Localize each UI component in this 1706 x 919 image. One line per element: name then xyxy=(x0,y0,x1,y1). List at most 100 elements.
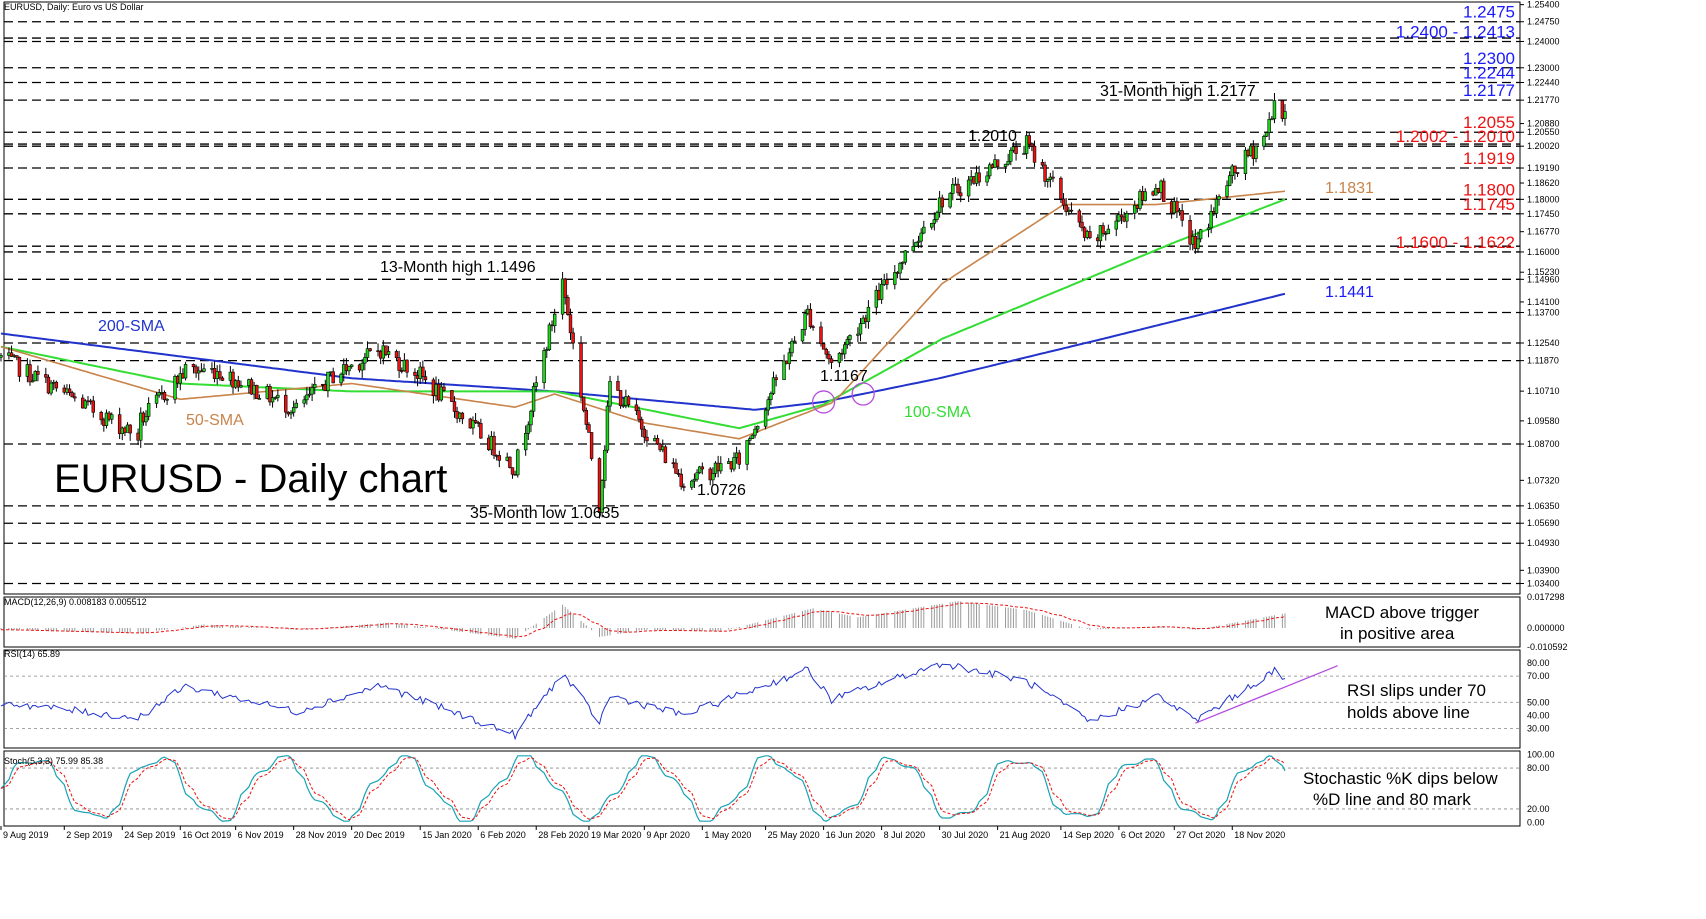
y-tick-label: 1.20880 xyxy=(1527,119,1560,129)
candle-body xyxy=(331,371,335,384)
candle-body xyxy=(139,412,143,441)
candle-body xyxy=(547,324,552,350)
candle-body xyxy=(750,434,755,439)
macd-title: MACD(12,26,9) 0.008183 0.005512 xyxy=(4,597,147,607)
candle-body xyxy=(128,424,132,434)
candle-body xyxy=(413,371,417,376)
y-tick-label: 1.11870 xyxy=(1527,356,1559,366)
candle-body xyxy=(1162,180,1166,202)
candle-body xyxy=(442,386,446,391)
candle-body xyxy=(534,382,538,387)
candle-body xyxy=(639,419,644,430)
candle-body xyxy=(1143,191,1147,201)
candle-body xyxy=(1027,135,1031,145)
candle-body xyxy=(1106,228,1111,235)
y-tick-label: 1.22440 xyxy=(1527,78,1560,88)
level-label: 1.2300 xyxy=(1463,49,1515,68)
y-tick-label: 1.09580 xyxy=(1527,416,1560,426)
candle-body xyxy=(932,219,937,224)
x-tick-label: 6 Oct 2020 xyxy=(1121,830,1165,840)
sma200-label: 200-SMA xyxy=(98,318,165,335)
candle-body xyxy=(255,384,259,400)
candle-body xyxy=(83,400,88,409)
candle-body xyxy=(1209,211,1213,229)
crossover-circle xyxy=(851,382,875,406)
candle-body xyxy=(117,414,122,434)
candle-body xyxy=(1270,118,1274,121)
candle-body xyxy=(270,397,275,403)
candle-body xyxy=(566,297,570,315)
x-tick-label: 24 Sep 2019 xyxy=(124,830,175,840)
candle-body xyxy=(1243,149,1248,174)
candle-body xyxy=(848,335,852,340)
candle-body xyxy=(587,424,591,433)
candle-body xyxy=(460,412,465,420)
annotation-low-11167: 1.1167 xyxy=(820,368,868,385)
candle-body xyxy=(1061,198,1066,206)
candle-body xyxy=(1188,219,1192,245)
candle-body xyxy=(531,386,536,412)
candle-body xyxy=(526,424,531,434)
candle-body xyxy=(397,357,401,371)
candle-body xyxy=(898,262,902,274)
y-tick-label: 1.25400 xyxy=(1527,0,1560,10)
y-tick-label: 1.03900 xyxy=(1527,565,1560,575)
candle-body xyxy=(1283,111,1287,119)
level-label: 1.2055 xyxy=(1463,113,1515,132)
y-tick-label: 1.07320 xyxy=(1527,475,1560,485)
candle-body xyxy=(866,306,871,322)
candle-body xyxy=(581,396,586,411)
pane-frame-macd xyxy=(3,596,1521,648)
candle-body xyxy=(1198,229,1203,240)
candle-body xyxy=(218,371,222,379)
y-tick-label: 1.20020 xyxy=(1527,141,1560,151)
candle-body xyxy=(959,192,963,197)
candle-body xyxy=(732,457,736,470)
stoch-tick-label: 100.00 xyxy=(1527,749,1555,759)
pane-frame-main xyxy=(3,1,1521,595)
candle-body xyxy=(655,438,660,445)
level-label: 1.2002 - 1.2010 xyxy=(1396,127,1515,146)
candle-body xyxy=(914,242,918,247)
candle-body xyxy=(930,223,934,228)
candle-body xyxy=(1040,162,1045,166)
candle-body xyxy=(36,371,40,375)
candle-body xyxy=(508,456,512,468)
candle-body xyxy=(811,326,815,328)
candle-body xyxy=(790,340,794,354)
candle-body xyxy=(695,472,699,480)
candle-body xyxy=(523,433,528,451)
candle-body xyxy=(995,159,1000,167)
candle-body xyxy=(679,473,683,487)
candle-body xyxy=(1217,196,1221,200)
candle-body xyxy=(940,197,944,208)
level-label: 1.1800 xyxy=(1463,180,1515,199)
candle-body xyxy=(54,381,59,389)
sma200-line xyxy=(0,292,1286,411)
candle-body xyxy=(922,226,926,234)
pane-frame-rsi xyxy=(3,649,1521,749)
candle-body xyxy=(792,340,797,343)
candle-body xyxy=(173,376,177,400)
stoch-note-line1: Stochastic %K dips below xyxy=(1303,769,1498,788)
candle-body xyxy=(421,366,425,377)
candle-body xyxy=(682,486,686,488)
x-tick-label: 2 Sep 2019 xyxy=(66,830,112,840)
chart-watermark: EURUSD - Daily chart xyxy=(54,457,447,501)
y-tick-label: 1.16000 xyxy=(1527,247,1560,257)
y-tick-label: 1.24750 xyxy=(1527,17,1560,27)
candle-body xyxy=(384,345,388,355)
candle-body xyxy=(191,364,196,368)
candle-body xyxy=(745,440,749,465)
candle-body xyxy=(711,473,715,481)
candle-body xyxy=(0,355,3,358)
candle-body xyxy=(637,410,641,420)
candle-body xyxy=(91,400,95,413)
candle-body xyxy=(33,371,37,382)
x-tick-label: 30 Jul 2020 xyxy=(942,830,989,840)
candle-body xyxy=(771,377,776,394)
candle-body xyxy=(1032,145,1037,163)
candle-body xyxy=(674,462,678,474)
candle-body xyxy=(365,348,370,358)
